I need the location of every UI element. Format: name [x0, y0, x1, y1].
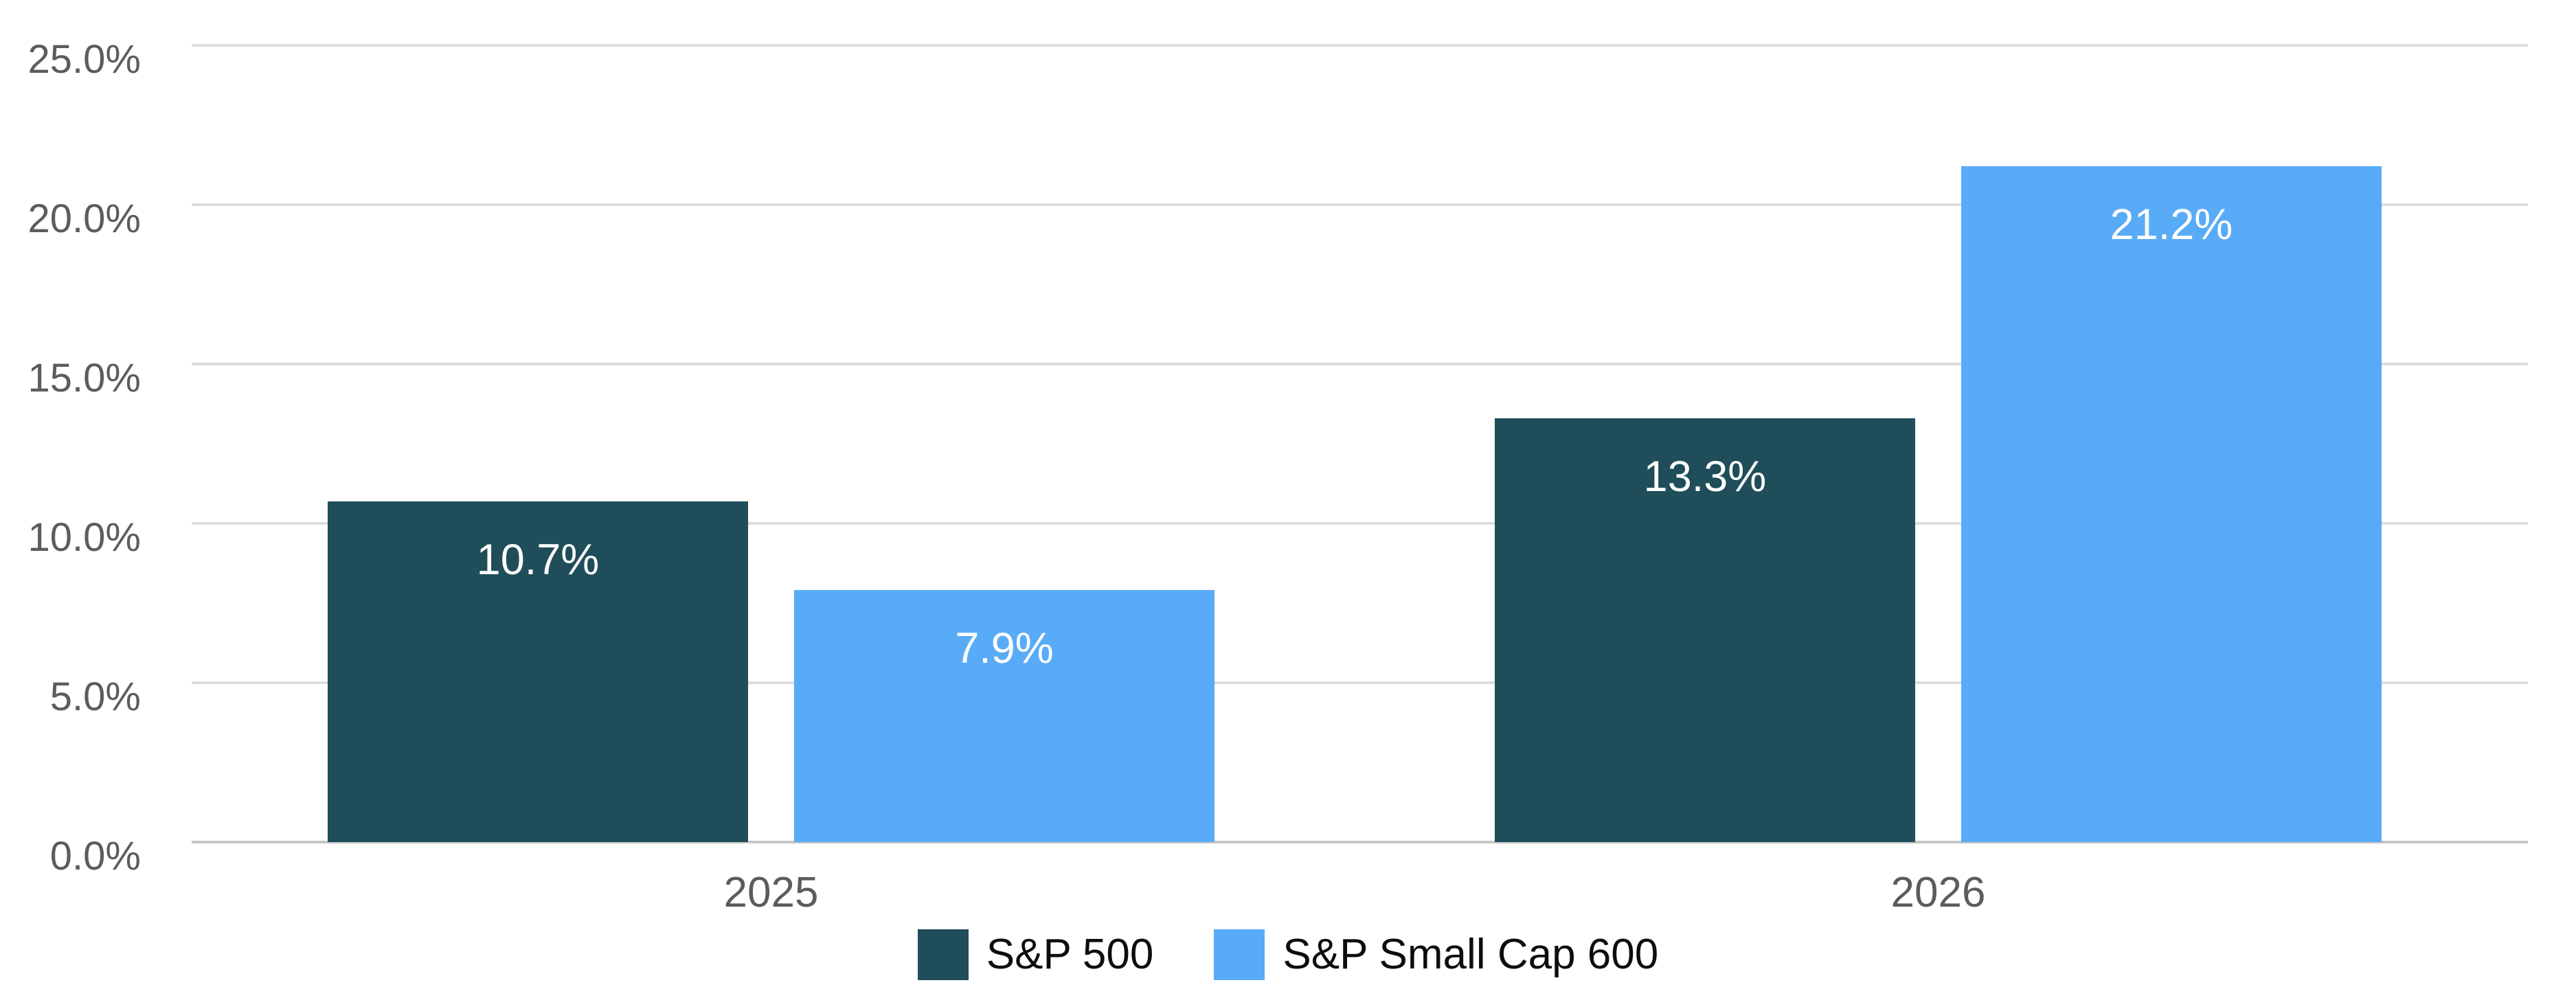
x-axis-category-label: 2025 [723, 869, 819, 916]
gridline [192, 203, 2528, 206]
gridline [192, 44, 2528, 47]
gridline [192, 522, 2528, 525]
legend-swatch [1214, 929, 1265, 980]
y-axis-tick-label: 5.0% [49, 674, 141, 719]
legend-item: S&P Small Cap 600 [1214, 929, 1658, 980]
x-axis-line [192, 841, 2528, 843]
bar: 21.2% [1961, 166, 2382, 842]
legend-label: S&P Small Cap 600 [1283, 931, 1659, 978]
y-axis-tick-label: 15.0% [27, 356, 141, 400]
bar: 13.3% [1495, 418, 1915, 842]
legend: S&P 500 S&P Small Cap 600 [0, 928, 2576, 982]
legend-label: S&P 500 [986, 931, 1154, 978]
bar: 10.7% [328, 501, 748, 842]
x-axis-category-label: 2026 [1890, 869, 1986, 916]
bar-value-label: 7.9% [955, 624, 1054, 673]
legend-item: S&P 500 [917, 929, 1154, 980]
y-axis-tick-label: 25.0% [27, 37, 141, 82]
y-axis-tick-label: 0.0% [49, 834, 141, 878]
bar-value-label: 21.2% [2110, 201, 2233, 249]
gridline [192, 681, 2528, 684]
bar-value-label: 13.3% [1643, 452, 1767, 501]
bar: 7.9% [794, 590, 1214, 842]
legend-swatch [917, 929, 969, 980]
gridline [192, 363, 2528, 365]
y-axis-tick-label: 10.0% [27, 515, 141, 560]
y-axis-tick-label: 20.0% [27, 196, 141, 241]
bar-value-label: 10.7% [476, 535, 600, 584]
